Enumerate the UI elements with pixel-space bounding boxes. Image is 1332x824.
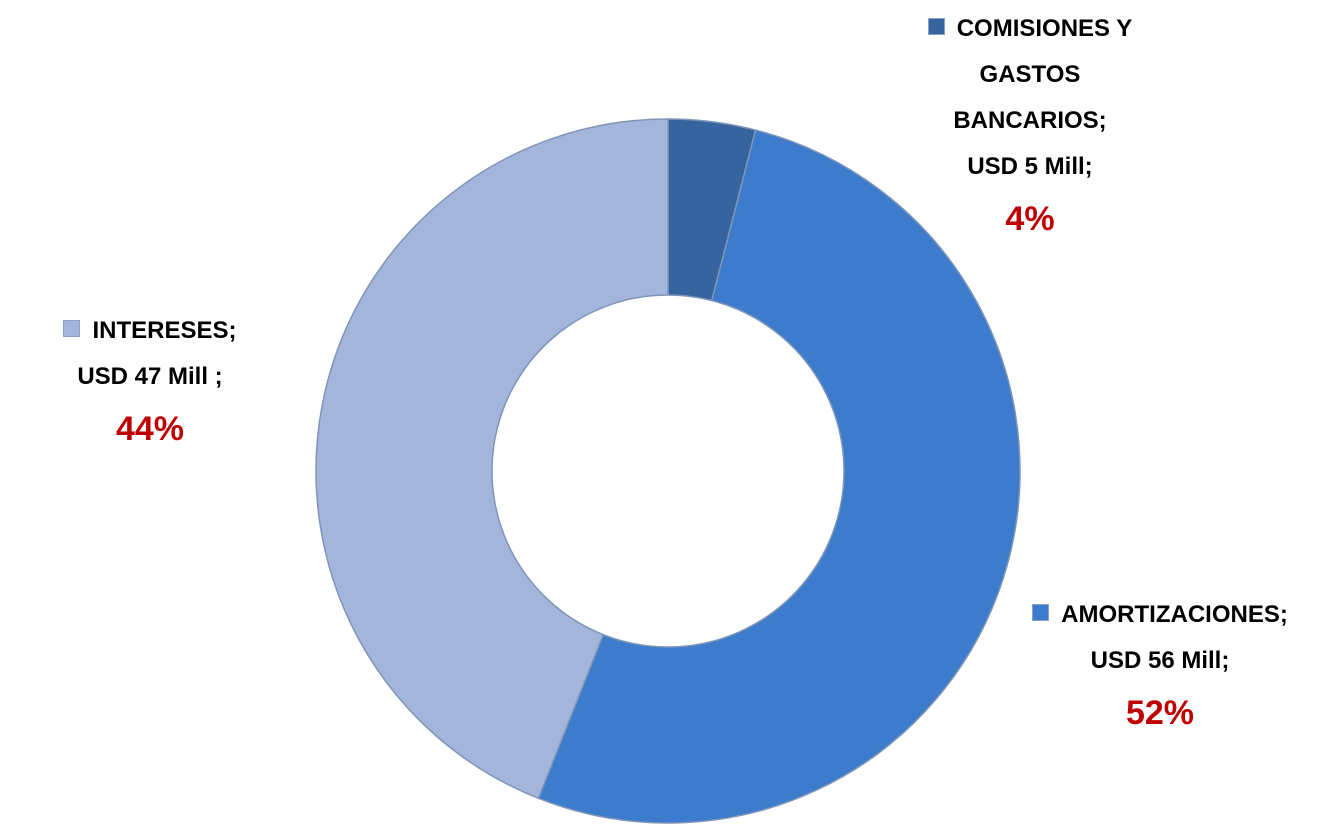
percent-label: 4% xyxy=(1005,200,1055,238)
data-label: AMORTIZACIONES; USD 56 Mill; 52% xyxy=(990,592,1330,742)
percent-label: 44% xyxy=(115,410,185,448)
legend-marker xyxy=(63,320,81,337)
donut-slice xyxy=(537,129,1021,824)
amount-label: USD 5 Mill; xyxy=(967,153,1093,180)
category-label: INTERESES; xyxy=(92,317,237,344)
category-label: COMISIONES Y GASTOS BANCARIOS; xyxy=(953,15,1133,134)
data-label: COMISIONES Y GASTOS BANCARIOS; USD 5 Mill… xyxy=(905,6,1155,248)
donut-slice xyxy=(315,118,669,800)
category-label: AMORTIZACIONES; xyxy=(1061,601,1288,628)
legend-marker xyxy=(1032,604,1050,621)
amount-label: USD 56 Mill; xyxy=(1090,647,1230,674)
data-label: INTERESES; USD 47 Mill ; 44% xyxy=(0,308,300,458)
percent-label: 52% xyxy=(1125,694,1195,732)
amount-label: USD 47 Mill ; xyxy=(77,363,223,390)
legend-marker xyxy=(927,18,945,35)
